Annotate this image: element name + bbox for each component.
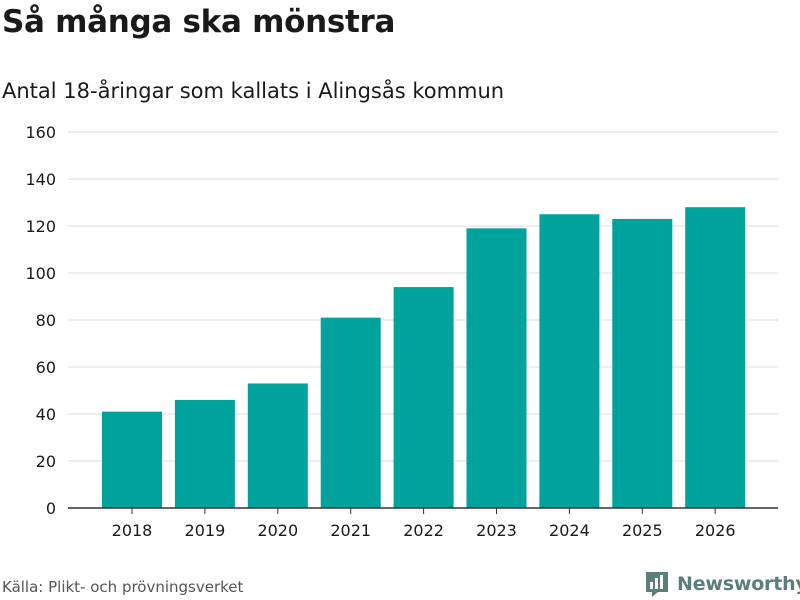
x-tick-label: 2018: [112, 521, 153, 540]
x-tick-label: 2025: [622, 521, 663, 540]
bar-2018: [102, 411, 162, 508]
y-tick-label: 100: [25, 264, 56, 283]
x-tick-label: 2020: [257, 521, 298, 540]
y-tick-label: 60: [36, 358, 56, 377]
x-tick-label: 2023: [476, 521, 517, 540]
x-tick-label: 2019: [185, 521, 226, 540]
bar-2025: [612, 218, 673, 508]
x-tick-label: 2026: [695, 521, 736, 540]
x-tick-label: 2024: [549, 521, 590, 540]
y-tick-label: 140: [25, 170, 56, 189]
source-note: Källa: Plikt- och prövningsverket: [2, 578, 244, 596]
y-tick-label: 80: [36, 311, 56, 330]
bar-2022: [393, 287, 454, 508]
chart-title: Så många ska mönstra: [2, 4, 396, 40]
bar-chart-icon: [646, 572, 668, 597]
y-tick-label: 20: [36, 452, 56, 471]
bar-2023: [466, 228, 527, 508]
bar-2019: [174, 399, 235, 508]
x-tick-label: 2021: [330, 521, 371, 540]
bar-2021: [320, 317, 381, 508]
y-tick-label: 0: [46, 499, 56, 518]
y-tick-label: 160: [25, 123, 56, 142]
bar-2024: [539, 214, 600, 508]
chart-subtitle: Antal 18-åringar som kallats i Alingsås …: [2, 79, 505, 103]
brand-name: Newsworthy: [677, 573, 800, 595]
bar-2026: [685, 207, 746, 508]
y-axis-ticks: 0 20 40 60 80 100 120 140 160: [25, 123, 56, 518]
bars: [102, 207, 746, 508]
x-axis-ticks: 2018 2019 2020 2021 2022 2023 2024 2025 2026: [112, 508, 736, 540]
y-tick-label: 120: [25, 217, 56, 236]
bar-2020: [247, 383, 308, 508]
x-tick-label: 2022: [403, 521, 444, 540]
brand-logo: Newsworthy: [644, 570, 800, 598]
y-tick-label: 40: [36, 405, 56, 424]
